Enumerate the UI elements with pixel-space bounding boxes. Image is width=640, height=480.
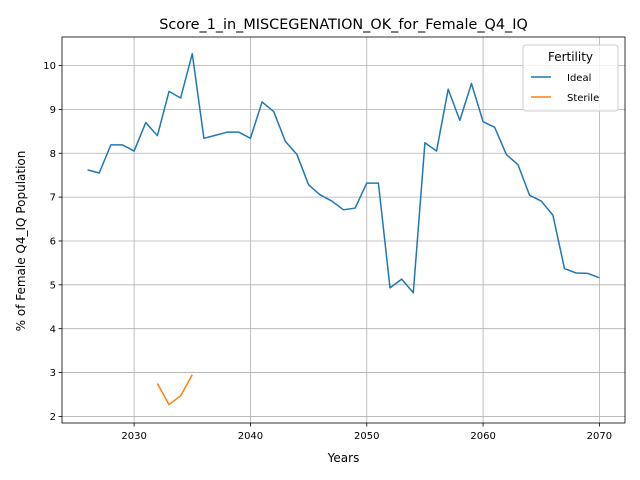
x-axis-label: Years <box>327 451 360 465</box>
grid-lines <box>62 37 625 423</box>
y-tick-label: 5 <box>50 280 56 291</box>
y-tick-label: 8 <box>50 149 56 160</box>
x-tick-label: 2030 <box>121 431 146 442</box>
series-lines <box>87 52 600 406</box>
legend-title: Fertility <box>548 50 593 64</box>
y-tick-label: 9 <box>50 105 56 116</box>
x-tick-label: 2040 <box>238 431 263 442</box>
chart-title: Score_1_in_MISCEGENATION_OK_for_Female_Q… <box>159 17 528 33</box>
legend: Fertility Ideal Sterile <box>522 44 619 112</box>
y-axis-ticks: 2 3 4 5 6 7 8 9 10 <box>43 61 62 423</box>
y-tick-label: 3 <box>50 368 56 379</box>
legend-box <box>522 44 619 112</box>
y-tick-label: 10 <box>43 61 56 72</box>
y-tick-label: 7 <box>50 193 56 204</box>
series-line-sterile <box>156 374 193 406</box>
x-tick-label: 2050 <box>354 431 379 442</box>
series-line-ideal <box>87 52 600 294</box>
legend-label-sterile: Sterile <box>567 93 599 104</box>
y-tick-label: 4 <box>50 324 56 335</box>
plot-frame <box>61 36 626 424</box>
y-tick-label: 6 <box>50 237 56 248</box>
x-tick-label: 2060 <box>470 431 495 442</box>
x-axis-ticks: 2030 2040 2050 2060 2070 <box>121 423 612 442</box>
y-tick-label: 2 <box>50 412 56 423</box>
y-axis-label: % of Female Q4_IQ Population <box>14 151 28 332</box>
x-tick-label: 2070 <box>587 431 612 442</box>
legend-label-ideal: Ideal <box>567 73 591 84</box>
